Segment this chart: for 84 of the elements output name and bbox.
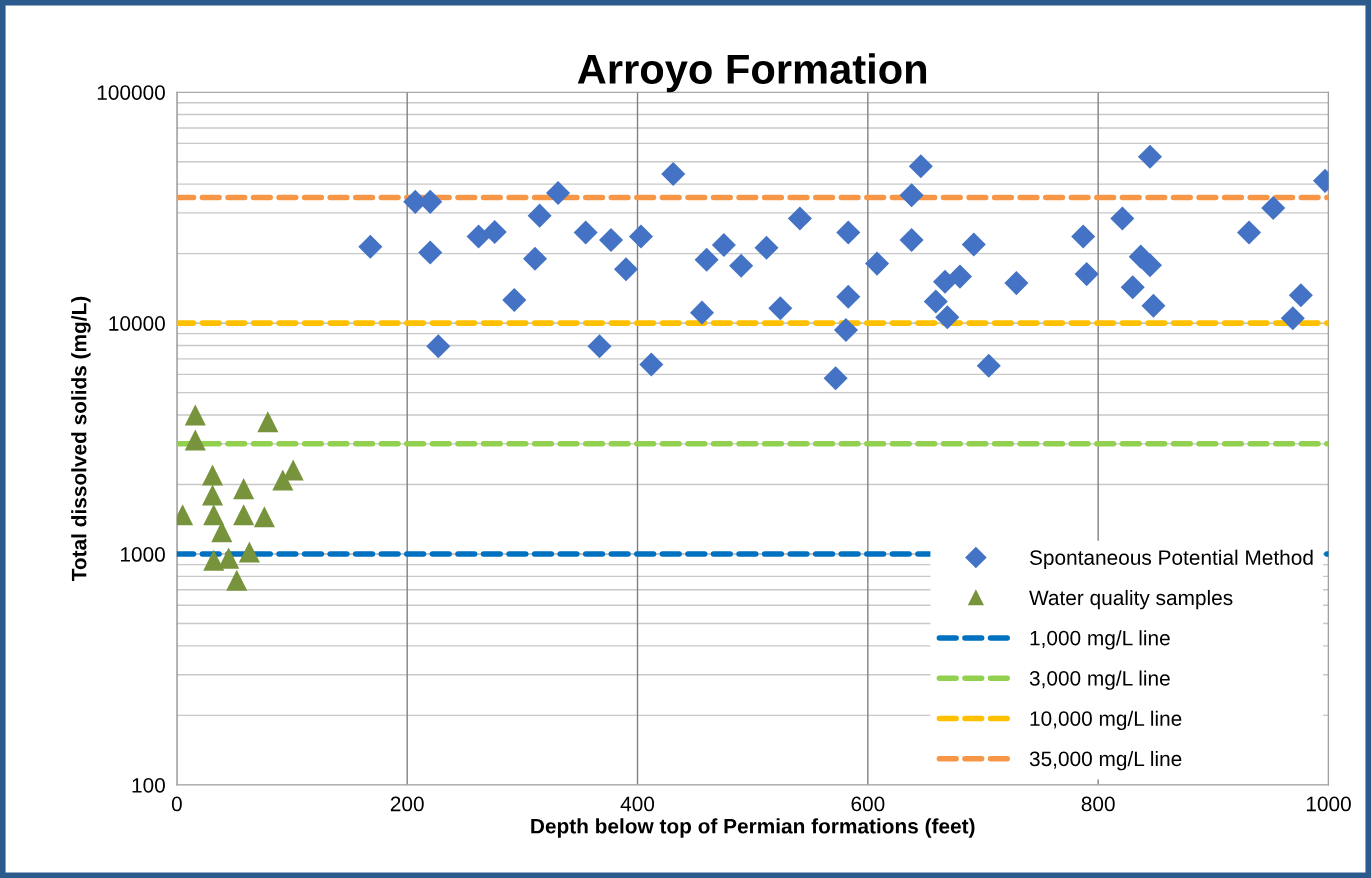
x-tick-label: 200 [390,796,424,812]
point [865,251,890,276]
point [233,478,255,500]
point [754,235,779,260]
point [628,224,653,249]
point [282,459,304,481]
x-tick-label: 400 [620,796,655,812]
point [1141,293,1166,318]
point [833,318,858,343]
point [899,227,924,253]
chart-title: Arroyo Formation [577,53,927,93]
point [184,404,206,426]
point [711,232,736,257]
y-tick-label: 10000 [109,316,165,331]
y-tick-label: 100 [132,777,165,793]
point [546,180,571,206]
point [238,541,260,563]
point [639,352,664,377]
point [184,429,206,451]
x-tick-label: 0 [171,796,182,812]
point [253,506,275,528]
y-tick-label: 100000 [97,85,165,100]
legend-label: Water quality samples [1029,589,1233,610]
x-tick-label: 800 [1081,796,1115,812]
point [694,247,719,272]
point [823,366,848,391]
point [787,206,812,231]
point [233,504,255,526]
point [1110,206,1135,231]
point [218,547,240,569]
point [587,334,612,359]
point [689,300,715,325]
point [418,240,443,265]
point [358,234,383,259]
y-axis-title: Total dissolved solids (mg/L) [71,296,91,582]
x-tick-label: 600 [851,796,885,812]
point [1137,144,1163,169]
point [836,284,861,309]
point [1261,196,1286,221]
legend-label: 3,000 mg/L line [1029,670,1170,690]
point [257,411,279,433]
legend-label: 35,000 mg/L line [1029,750,1182,771]
point [947,264,972,289]
point [202,464,224,486]
point [1071,224,1096,249]
point [203,549,225,571]
point [482,219,507,245]
point [211,521,233,543]
point [1237,220,1262,245]
point [836,220,861,245]
point [899,183,924,208]
point [1004,271,1029,296]
point [272,469,294,491]
point [935,305,960,330]
legend-label: 10,000 mg/L line [1030,710,1182,731]
point [768,296,793,321]
point [573,220,598,245]
point [908,154,933,179]
point [527,203,552,228]
point [1120,275,1145,300]
point [522,246,548,271]
x-tick-label: 1000 [1306,796,1351,812]
point [1074,262,1099,287]
point [226,569,248,591]
x-axis-title: Depth below top of Permian formations (feet) [531,818,975,838]
point [923,289,948,314]
y-tick-label: 1000 [121,547,165,562]
point [203,504,225,526]
point [1137,253,1163,278]
point [1280,306,1305,331]
point [502,287,527,312]
point [661,162,686,187]
legend-label: Spontaneous Potential Method [1029,549,1313,570]
point [426,334,451,359]
point [466,224,491,249]
point [1288,283,1313,308]
point [729,253,754,278]
legend-label: 1,000 mg/L line [1030,630,1170,650]
point [976,353,1001,378]
point [932,269,958,294]
point [613,257,639,282]
point [202,484,224,506]
point [599,227,624,253]
point [961,232,986,257]
